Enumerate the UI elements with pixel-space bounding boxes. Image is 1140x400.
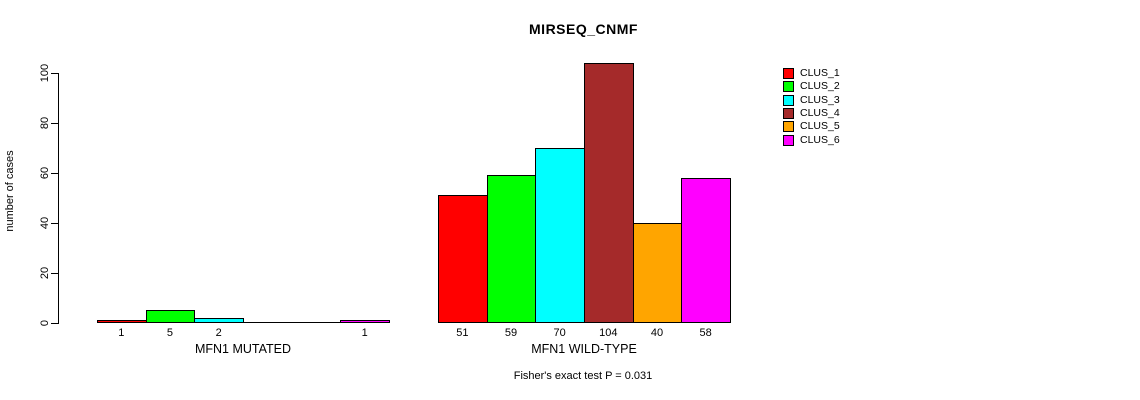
bar-clus_1-wild-type bbox=[438, 195, 488, 323]
legend-swatch-clus_1 bbox=[783, 68, 794, 79]
bar-value-label: 5 bbox=[166, 327, 174, 339]
group-label-wild-type: MFN1 WILD-TYPE bbox=[531, 342, 637, 356]
y-axis-tick-label: 40 bbox=[39, 216, 51, 230]
legend-label: CLUS_6 bbox=[800, 133, 840, 146]
y-axis-tick bbox=[51, 123, 58, 124]
legend-label: CLUS_5 bbox=[800, 120, 840, 133]
bar-clus_2-mutated bbox=[145, 310, 196, 323]
bar-clus_6-wild-type bbox=[681, 178, 731, 323]
bar-value-label: 104 bbox=[599, 327, 618, 339]
legend-swatch-clus_2 bbox=[783, 81, 794, 93]
y-axis-line bbox=[58, 73, 59, 324]
y-axis-tick bbox=[51, 173, 58, 174]
fisher-test-annotation: Fisher's exact test P = 0.031 bbox=[513, 370, 653, 382]
legend-swatch-clus_5 bbox=[783, 121, 794, 133]
y-axis-tick bbox=[51, 223, 58, 224]
y-axis-tick-label: 60 bbox=[39, 166, 51, 180]
bar-value-label: 2 bbox=[215, 327, 222, 339]
legend-swatch-clus_6 bbox=[783, 134, 794, 146]
y-axis-tick-label: 20 bbox=[39, 266, 51, 280]
bar-clus_2-wild-type bbox=[486, 175, 537, 323]
legend-label: CLUS_3 bbox=[800, 93, 840, 106]
group-label-mutated: MFN1 MUTATED bbox=[194, 342, 292, 356]
bar-value-label: 58 bbox=[699, 327, 712, 339]
bar-value-label: 51 bbox=[456, 327, 469, 339]
legend-label: CLUS_4 bbox=[800, 107, 840, 120]
bar-value-label: 1 bbox=[361, 327, 368, 339]
bar-value-label: 70 bbox=[553, 327, 566, 339]
bar-value-label: 40 bbox=[650, 327, 664, 339]
bar-clus_3-wild-type bbox=[535, 148, 585, 323]
bar-clus_5-wild-type bbox=[632, 223, 683, 323]
legend-swatch-clus_4 bbox=[783, 108, 794, 120]
y-axis-tick-label: 80 bbox=[39, 116, 51, 130]
y-axis-tick-label: 0 bbox=[39, 319, 51, 327]
y-axis-tick bbox=[51, 73, 58, 74]
legend-label: CLUS_1 bbox=[800, 67, 840, 79]
y-axis-label: number of cases bbox=[4, 150, 16, 232]
bar-clus_1-mutated bbox=[97, 320, 147, 323]
legend-swatch-clus_3 bbox=[783, 94, 794, 106]
legend-label: CLUS_2 bbox=[800, 80, 840, 93]
bar-value-label: 1 bbox=[118, 327, 125, 339]
bar-clus_3-mutated bbox=[194, 318, 244, 323]
bar-clus_4-wild-type bbox=[584, 63, 634, 323]
bar-clus_6-mutated bbox=[340, 320, 390, 323]
y-axis-tick bbox=[51, 273, 58, 274]
chart-title: MIRSEQ_CNMF bbox=[529, 21, 638, 37]
y-axis-tick bbox=[51, 323, 58, 324]
bar-value-label: 59 bbox=[504, 327, 518, 339]
y-axis-tick-label: 100 bbox=[39, 63, 51, 83]
